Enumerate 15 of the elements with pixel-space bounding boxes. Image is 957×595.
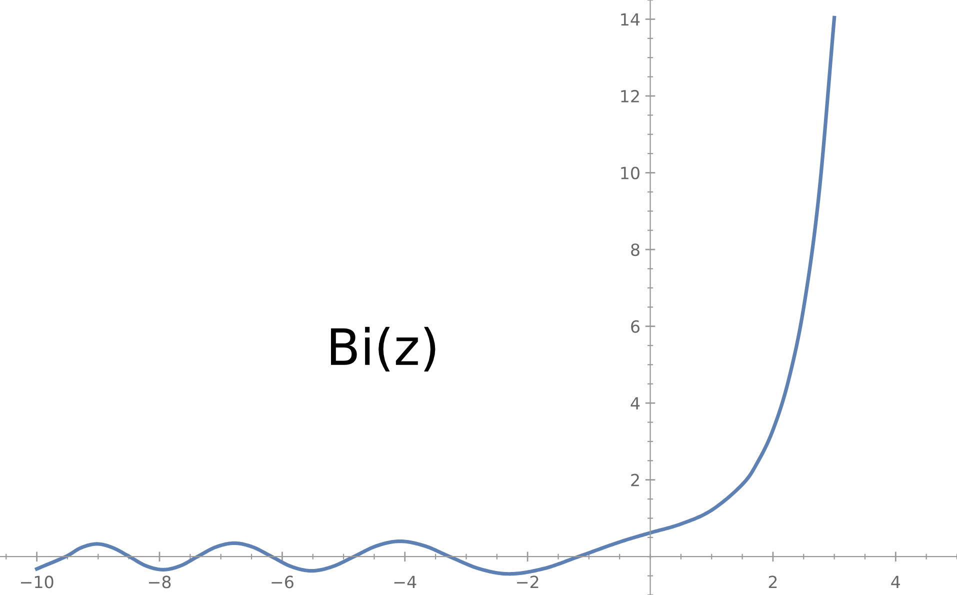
annotation: Bi(z) bbox=[330, 326, 436, 372]
y-tick-label: 8 bbox=[631, 243, 640, 256]
x-tick-label: −4 bbox=[394, 576, 416, 588]
y-tick-label: 4 bbox=[630, 397, 640, 410]
x-tick-label: −8 bbox=[148, 576, 171, 588]
y-tick-label: 10 bbox=[621, 166, 640, 180]
x-tick-label: −2 bbox=[517, 576, 538, 588]
x-tick-label: −10 bbox=[20, 576, 54, 588]
y-tick-label: 6 bbox=[631, 320, 640, 333]
y-tick-label: 14 bbox=[621, 13, 640, 26]
y-tick-label: 12 bbox=[621, 90, 639, 102]
x-tick-label: 4 bbox=[891, 576, 900, 588]
x-tick-label: −6 bbox=[272, 576, 294, 588]
y-tick-label: 2 bbox=[631, 474, 639, 486]
x-tick-label: 2 bbox=[768, 576, 777, 588]
